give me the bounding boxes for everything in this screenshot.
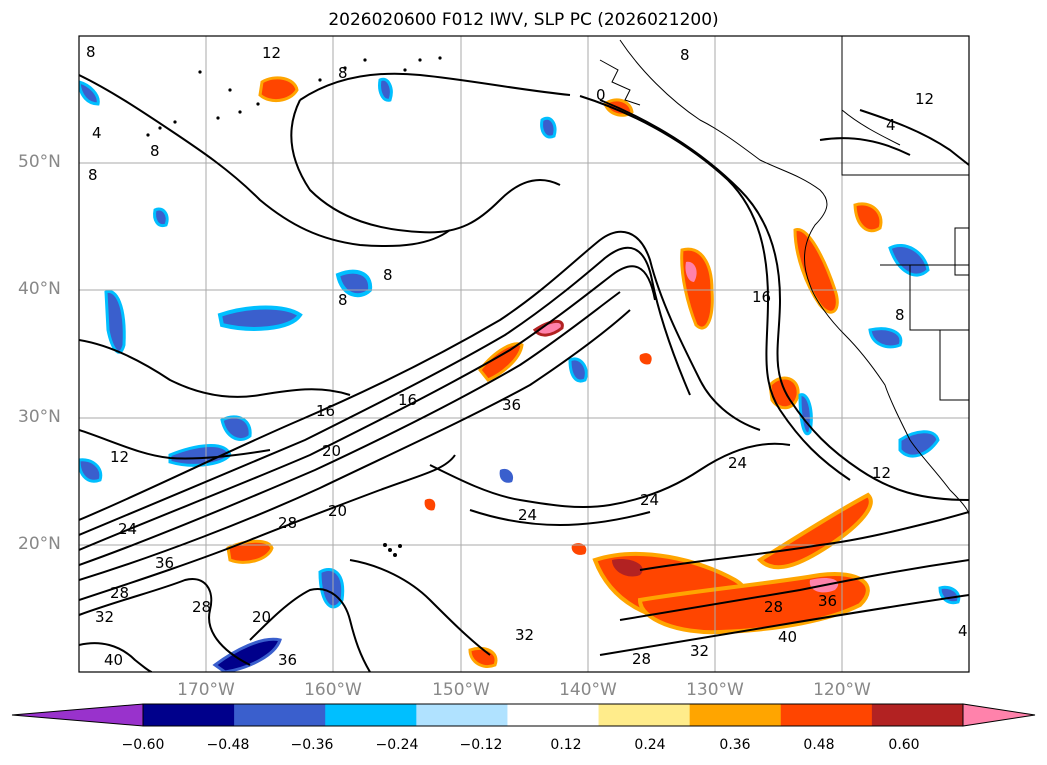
positive-anomaly-fills bbox=[226, 76, 883, 668]
contour-label: 24 bbox=[728, 454, 747, 472]
colorbar-segment bbox=[325, 704, 417, 726]
contour-label: 32 bbox=[515, 626, 534, 644]
contour-label: 36 bbox=[155, 554, 174, 572]
map-grid bbox=[79, 36, 969, 672]
contour-label: 24 bbox=[640, 491, 659, 509]
colorbar-tick: 0.60 bbox=[888, 737, 920, 753]
contour-label: 28 bbox=[192, 598, 211, 616]
contour-label: 12 bbox=[262, 44, 281, 62]
contour-label: 28 bbox=[278, 514, 297, 532]
contour-label: 24 bbox=[518, 506, 537, 524]
contour-label: 36 bbox=[502, 396, 521, 414]
contour-label: 16 bbox=[752, 288, 771, 306]
colorbar-segment bbox=[780, 704, 873, 726]
contour-label: 20 bbox=[328, 502, 347, 520]
contour-label: 8 bbox=[88, 166, 98, 184]
lon-label-140w: 140°W bbox=[559, 680, 617, 700]
negative-anomaly-fills bbox=[79, 77, 961, 672]
contour-label: 12 bbox=[872, 464, 891, 482]
lon-label-130w: 130°W bbox=[686, 680, 744, 700]
contour-labels: 8 12 8 4 8 0 8 12 4 8 8 8 16 20 24 36 16… bbox=[86, 43, 968, 669]
islands bbox=[146, 56, 442, 557]
contour-label: 4 bbox=[958, 622, 968, 640]
colorbar-tick: −0.24 bbox=[375, 737, 419, 753]
contour-label: 24 bbox=[118, 520, 137, 538]
contour-label: 36 bbox=[818, 592, 837, 610]
colorbar-segment bbox=[871, 704, 964, 726]
contour-label: 8 bbox=[150, 142, 160, 160]
contour-label: 28 bbox=[764, 598, 783, 616]
colorbar-tick: −0.12 bbox=[459, 737, 503, 753]
lat-label-30n: 30°N bbox=[18, 407, 61, 427]
colorbar-tick: 0.12 bbox=[550, 737, 582, 753]
colorbar-segment bbox=[689, 704, 782, 726]
contour-label: 16 bbox=[316, 402, 335, 420]
contour-label: 8 bbox=[680, 46, 690, 64]
contour-label: 8 bbox=[338, 64, 348, 82]
contour-label: 20 bbox=[252, 608, 271, 626]
colorbar-tick: 0.36 bbox=[719, 737, 751, 753]
colorbar-tick: 0.24 bbox=[634, 737, 666, 753]
map-frame bbox=[79, 36, 969, 672]
colorbar-segment bbox=[507, 704, 600, 726]
contour-label: 12 bbox=[915, 90, 934, 108]
contour-label: 4 bbox=[92, 124, 102, 142]
contour-label: 40 bbox=[778, 628, 797, 646]
contour-label: 28 bbox=[632, 650, 651, 668]
colorbar-segment bbox=[234, 704, 326, 726]
contour-label: 40 bbox=[104, 651, 123, 669]
contour-label: 32 bbox=[95, 608, 114, 626]
lat-label-50n: 50°N bbox=[18, 152, 61, 172]
lon-label-160w: 160°W bbox=[304, 680, 362, 700]
lon-label-170w: 170°W bbox=[177, 680, 235, 700]
contour-label: 8 bbox=[338, 291, 348, 309]
contour-label: 28 bbox=[110, 584, 129, 602]
contour-label: 4 bbox=[886, 116, 896, 134]
colorbar-tick: −0.60 bbox=[121, 737, 165, 753]
colorbar-extension-min bbox=[11, 703, 144, 727]
lon-label-150w: 150°W bbox=[432, 680, 490, 700]
colorbar-tick: −0.48 bbox=[206, 737, 250, 753]
contour-label: 8 bbox=[895, 306, 905, 324]
contour-label: 0 bbox=[596, 86, 606, 104]
colorbar-tick: 0.48 bbox=[803, 737, 835, 753]
lat-label-40n: 40°N bbox=[18, 279, 61, 299]
coastlines bbox=[599, 36, 969, 516]
lat-label-20n: 20°N bbox=[18, 534, 61, 554]
lon-label-120w: 120°W bbox=[813, 680, 871, 700]
contour-label: 20 bbox=[322, 442, 341, 460]
contour-label: 32 bbox=[690, 642, 709, 660]
map-title: 2026020600 F012 IWV, SLP PC (2026021200) bbox=[328, 10, 719, 30]
colorbar-tick: −0.36 bbox=[290, 737, 334, 753]
slp-contours bbox=[79, 72, 969, 672]
contour-label: 8 bbox=[86, 43, 96, 61]
colorbar-segment bbox=[416, 704, 508, 726]
contour-label: 12 bbox=[110, 448, 129, 466]
colorbar-extension-max bbox=[962, 703, 1036, 727]
contour-label: 8 bbox=[383, 266, 393, 284]
contour-label: 16 bbox=[398, 391, 417, 409]
colorbar-segment bbox=[598, 704, 691, 726]
colorbar-segment bbox=[143, 704, 235, 726]
contour-label: 36 bbox=[278, 651, 297, 669]
colorbar bbox=[11, 703, 1036, 727]
